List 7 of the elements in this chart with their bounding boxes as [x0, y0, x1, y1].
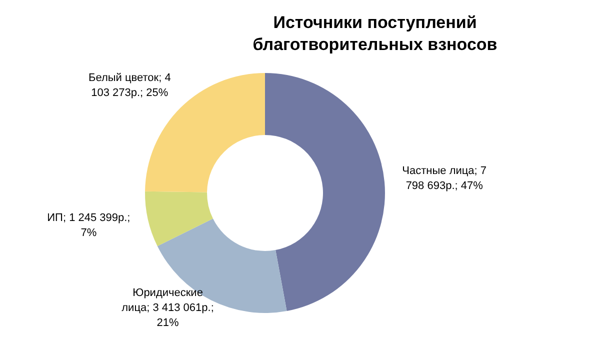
- donut-slice: [265, 73, 385, 312]
- slice-label: Юридические лица; 3 413 061р.; 21%: [120, 286, 215, 330]
- slice-label: Белый цветок; 4 103 273р.; 25%: [87, 71, 172, 102]
- slice-label: ИП; 1 245 399р.; 7%: [46, 211, 132, 242]
- chart-title: Источники поступлений благотворительных взносов: [252, 12, 498, 56]
- slice-label: Частные лица; 7 798 693р.; 47%: [401, 164, 488, 194]
- donut-slice: [145, 191, 213, 246]
